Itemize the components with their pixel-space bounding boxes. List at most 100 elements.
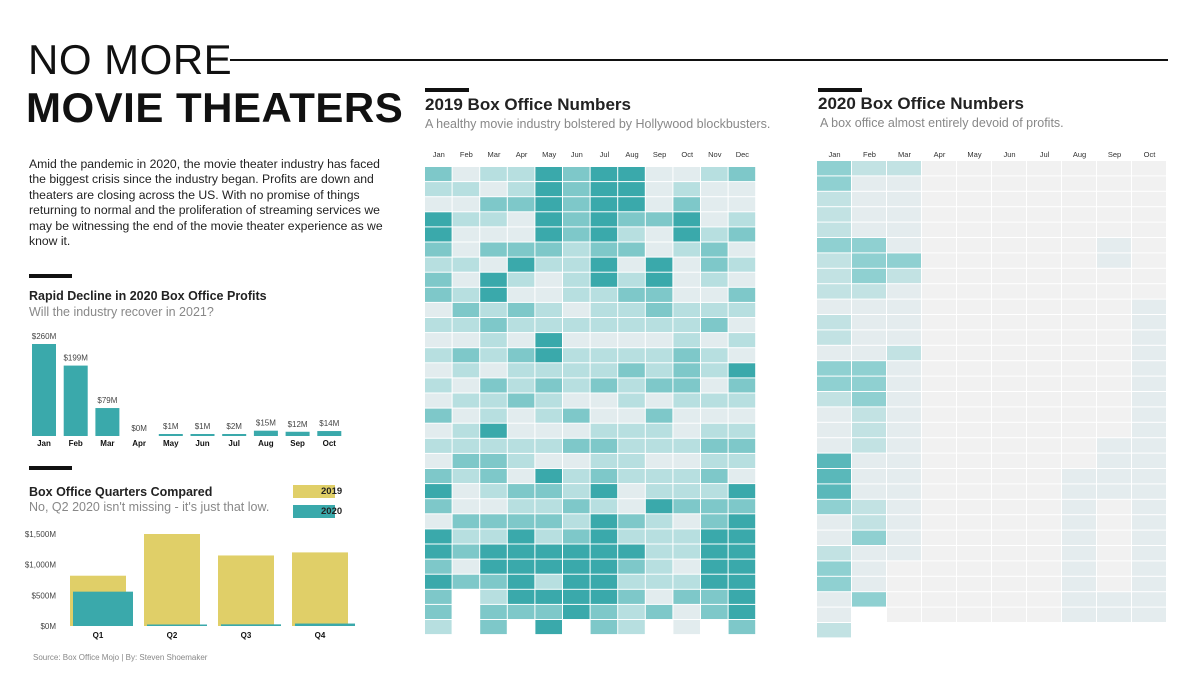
cell-aug-13 [1062, 345, 1096, 361]
cell-apr-19 [922, 438, 956, 453]
cell-aug-17 [1062, 407, 1096, 422]
cell-feb-1 [852, 161, 886, 176]
cell-apr-10 [922, 299, 956, 314]
cell-apr-6 [507, 242, 535, 257]
cell-jan-19 [425, 438, 452, 453]
cell-oct-13 [1132, 345, 1166, 361]
data-label-oct: $14M [319, 419, 339, 428]
cell-oct-10 [673, 302, 700, 317]
quarters-chart-subtitle: No, Q2 2020 isn't missing - it's just th… [29, 500, 270, 514]
cell-apr-18 [922, 422, 956, 438]
cell-feb-6 [852, 238, 886, 253]
cell-sep-27 [645, 559, 673, 574]
cell-aug-7 [618, 257, 645, 272]
cell-sep-4 [1097, 207, 1131, 222]
cell-oct-25 [1132, 530, 1166, 545]
cell-mar-26 [887, 546, 921, 561]
bar-aug [253, 430, 278, 436]
cell-jun-13 [563, 348, 590, 363]
cell-jun-25 [992, 530, 1026, 545]
cell-jun-6 [992, 238, 1026, 253]
cell-oct-10 [1132, 299, 1166, 314]
cell-dec-1 [728, 167, 756, 182]
cell-dec-19 [728, 438, 756, 453]
cell-may-21 [535, 469, 562, 484]
legend-2019-label: 2019 [321, 486, 343, 497]
cell-jul-4 [590, 212, 618, 227]
cell-aug-16 [1062, 392, 1096, 407]
cell-aug-22 [618, 484, 645, 499]
cell-feb-17 [452, 408, 480, 423]
cell-apr-2 [922, 176, 956, 191]
cell-jul-5 [1027, 222, 1061, 237]
cell-may-25 [957, 530, 991, 545]
column-label-mar: Mar [488, 150, 501, 159]
cell-mar-14 [887, 361, 921, 376]
cell-mar-22 [887, 484, 921, 499]
cell-aug-19 [1062, 438, 1096, 453]
cell-feb-28 [452, 574, 480, 589]
cell-jun-13 [992, 345, 1026, 361]
cell-feb-27 [452, 559, 480, 574]
cell-jan-13 [425, 348, 452, 363]
cell-may-3 [535, 197, 562, 212]
cell-sep-4 [645, 212, 673, 227]
cell-jul-20 [590, 453, 618, 468]
cell-feb-24 [452, 514, 480, 529]
cell-jun-2 [992, 176, 1026, 191]
cell-jan-26 [425, 544, 452, 559]
cell-mar-25 [887, 530, 921, 545]
cell-dec-29 [728, 589, 756, 604]
x-tick-may: May [163, 439, 179, 448]
column-label-jan: Jan [828, 150, 840, 159]
cell-jan-15 [817, 376, 851, 391]
cell-sep-12 [1097, 330, 1131, 345]
cell-may-4 [535, 212, 562, 227]
cell-oct-30 [1132, 607, 1166, 622]
cell-sep-18 [1097, 422, 1131, 438]
cell-mar-23 [887, 499, 921, 515]
cell-jan-7 [817, 253, 851, 268]
cell-jun-29 [563, 589, 590, 604]
cell-feb-23 [452, 499, 480, 514]
cell-apr-23 [507, 499, 535, 514]
cell-jun-29 [992, 592, 1026, 607]
cell-dec-9 [728, 287, 756, 302]
cell-feb-20 [852, 453, 886, 468]
cell-aug-23 [618, 499, 645, 514]
cell-feb-7 [852, 253, 886, 268]
cell-aug-12 [1062, 330, 1096, 345]
cell-oct-28 [673, 574, 700, 589]
cell-oct-23 [1132, 499, 1166, 515]
data-label-feb: $199M [63, 354, 88, 363]
cell-feb-25 [852, 530, 886, 545]
cell-nov-17 [701, 408, 728, 423]
cell-feb-21 [452, 469, 480, 484]
cell-aug-12 [618, 333, 645, 348]
cell-oct-27 [673, 559, 700, 574]
cell-aug-24 [1062, 515, 1096, 530]
cell-jul-10 [1027, 299, 1061, 314]
cell-oct-20 [1132, 453, 1166, 468]
cell-oct-1 [1132, 161, 1166, 176]
cell-aug-1 [618, 167, 645, 182]
cell-may-6 [957, 238, 991, 253]
cell-feb-24 [852, 515, 886, 530]
cell-jun-10 [563, 302, 590, 317]
hm2020-accent-bar [818, 88, 862, 92]
legend-2020-label: 2020 [321, 506, 343, 517]
cell-may-20 [535, 453, 562, 468]
cell-jun-26 [992, 546, 1026, 561]
cell-jan-29 [425, 589, 452, 604]
cell-oct-20 [673, 453, 700, 468]
cell-nov-9 [701, 287, 728, 302]
bar-2020-q2 [147, 624, 207, 626]
cell-sep-13 [645, 348, 673, 363]
cell-jun-5 [563, 227, 590, 242]
cell-mar-29 [887, 592, 921, 607]
cell-aug-16 [618, 393, 645, 408]
column-label-sep: Sep [653, 150, 666, 159]
cell-aug-7 [1062, 253, 1096, 268]
cell-jul-6 [590, 242, 618, 257]
cell-sep-25 [1097, 530, 1131, 545]
